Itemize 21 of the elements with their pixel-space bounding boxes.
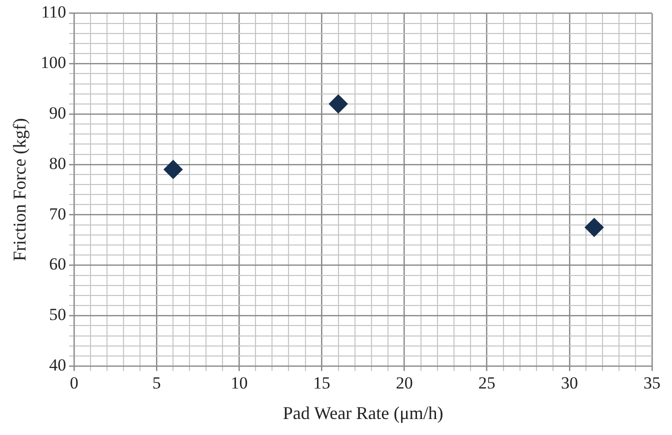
y-tick-label: 40 xyxy=(49,355,66,374)
x-tick-label: 35 xyxy=(644,374,660,393)
y-tick-label: 80 xyxy=(49,154,66,173)
x-tick-label: 10 xyxy=(230,374,248,393)
x-tick-label: 0 xyxy=(70,374,78,393)
point xyxy=(164,160,183,179)
point xyxy=(328,94,348,114)
x-tick-label: 30 xyxy=(560,374,578,393)
y-tick-label: 50 xyxy=(49,305,66,324)
x-tick-label: 15 xyxy=(313,374,330,393)
point xyxy=(584,218,604,237)
y-tick-label: 60 xyxy=(49,254,66,274)
x-tick-label: 20 xyxy=(396,374,413,393)
y-tick-label: 70 xyxy=(49,204,66,224)
y-axis-title: Friction Force (kgf) xyxy=(10,118,30,262)
y-tick-label: 90 xyxy=(49,103,66,122)
y-tick-label: 100 xyxy=(40,53,66,72)
y-tick-label: 110 xyxy=(41,2,66,22)
x-tick-label: 25 xyxy=(478,374,496,393)
x-axis-title: Pad Wear Rate (μm/h) xyxy=(282,402,444,423)
x-tick-label: 5 xyxy=(152,374,161,393)
